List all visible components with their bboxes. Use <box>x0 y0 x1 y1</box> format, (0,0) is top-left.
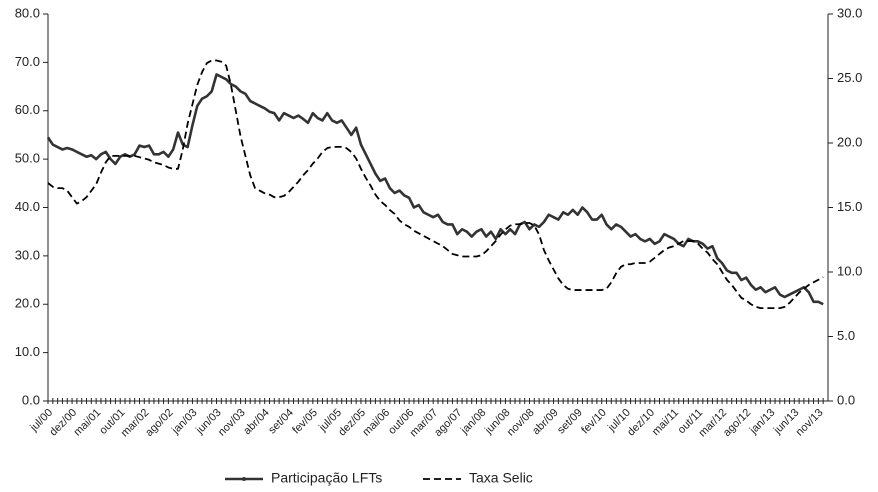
x-tick-label: set/04 <box>266 407 296 437</box>
y-tick-label: 10.0 <box>15 344 40 359</box>
y-tick-label: 60.0 <box>15 102 40 117</box>
legend-label: Participação LFTs <box>271 470 382 486</box>
y2-tick-label: 20.0 <box>837 134 862 149</box>
x-tick-label: jan/08 <box>458 407 488 437</box>
x-tick-label: fev/10 <box>579 407 609 437</box>
y-tick-label: 80.0 <box>15 5 40 20</box>
x-tick-label: jan/13 <box>747 407 777 437</box>
x-tick-label: abr/09 <box>530 407 561 438</box>
x-tick-label: mai/11 <box>650 407 681 438</box>
x-tick-label: set/09 <box>555 407 585 437</box>
x-tick-label: mai/01 <box>71 407 103 439</box>
y2-tick-label: 30.0 <box>837 5 862 20</box>
y-tick-label: 50.0 <box>15 151 40 166</box>
x-tick-label: nov/13 <box>794 407 826 439</box>
y2-tick-label: 5.0 <box>837 328 855 343</box>
x-tick-label: abr/04 <box>241 407 272 438</box>
y2-tick-label: 0.0 <box>837 392 855 407</box>
x-tick-label: dez/10 <box>625 407 657 439</box>
y-tick-label: 20.0 <box>15 296 40 311</box>
y-tick-label: 40.0 <box>15 199 40 214</box>
y-tick-label: 70.0 <box>15 54 40 69</box>
x-tick-label: fev/05 <box>290 407 320 437</box>
legend-label: Taxa Selic <box>469 470 533 486</box>
y-tick-label: 30.0 <box>15 247 40 262</box>
y-tick-label: 0.0 <box>22 392 40 407</box>
y2-tick-label: 15.0 <box>837 199 862 214</box>
x-tick-label: ago/12 <box>721 407 753 439</box>
x-tick-label: mai/06 <box>360 407 392 439</box>
x-tick-label: jan/03 <box>169 407 199 437</box>
x-tick-label: nov/03 <box>216 407 248 439</box>
series-line <box>47 59 824 310</box>
y2-tick-label: 10.0 <box>837 263 862 278</box>
x-tick-label: ago/07 <box>432 407 464 439</box>
y2-tick-label: 25.0 <box>837 70 862 85</box>
x-tick-label: nov/08 <box>505 407 537 439</box>
x-tick-label: ago/02 <box>143 407 175 439</box>
series-line <box>46 73 824 306</box>
legend-marker <box>242 477 246 481</box>
